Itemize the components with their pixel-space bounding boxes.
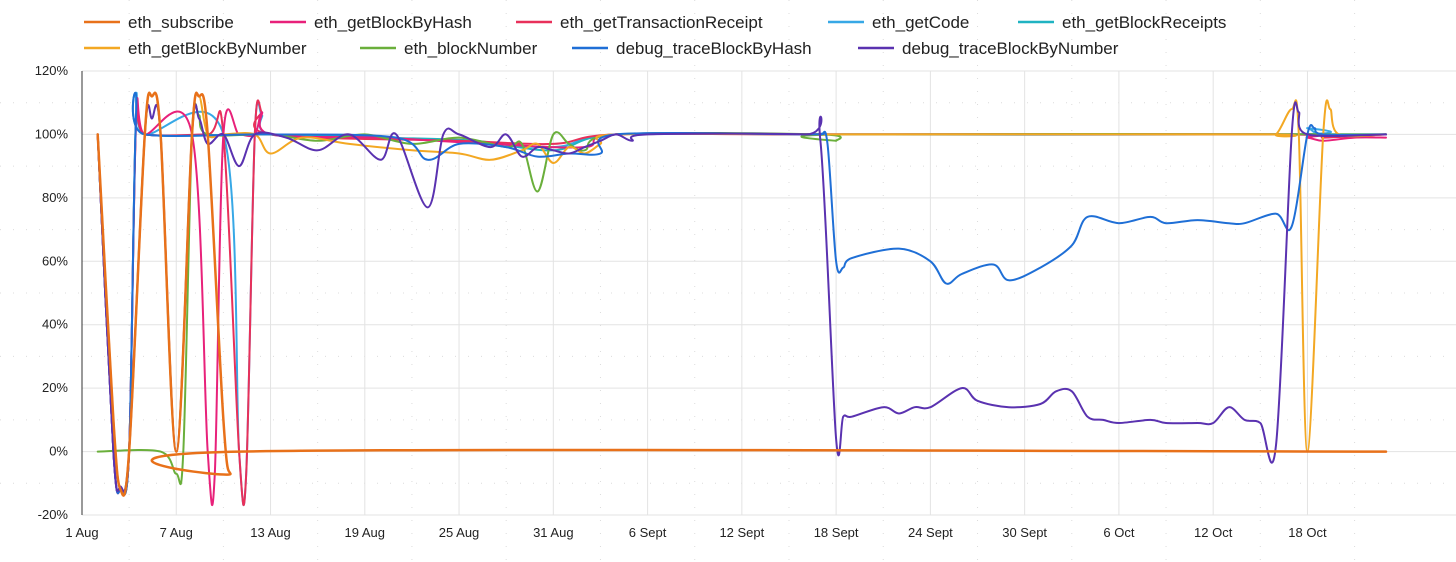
legend-label: eth_blockNumber [404,39,538,58]
legend-item-eth-getblockbynumber[interactable]: eth_getBlockByNumber [84,39,307,58]
y-tick-label: 40% [42,317,68,332]
x-tick-label: 12 Sept [719,525,764,540]
y-tick-label: 20% [42,380,68,395]
y-tick-label: 120% [35,63,69,78]
legend-item-eth-blocknumber[interactable]: eth_blockNumber [360,39,538,58]
legend-item-eth-gettransactionreceipt[interactable]: eth_getTransactionReceipt [516,13,763,32]
legend-label: eth_getBlockByNumber [128,39,307,58]
x-tick-label: 31 Aug [533,525,574,540]
x-tick-label: 6 Oct [1103,525,1134,540]
y-tick-label: -20% [38,507,69,522]
legend-item-debug-traceblockbyhash[interactable]: debug_traceBlockByHash [572,39,812,58]
legend-label: eth_getBlockByHash [314,13,472,32]
x-tick-label: 13 Aug [250,525,291,540]
legend-item-eth-getcode[interactable]: eth_getCode [828,13,969,32]
y-tick-label: 0% [49,444,68,459]
series-line-debug-traceblockbyhash [96,92,1387,496]
x-tick-label: 18 Sept [814,525,859,540]
legend-label: eth_subscribe [128,13,234,32]
legend-item-eth-getblockreceipts[interactable]: eth_getBlockReceipts [1018,13,1226,32]
legend: eth_subscribe eth_getBlockByHash eth_getTr… [84,13,1226,58]
legend-label: eth_getBlockReceipts [1062,13,1226,32]
x-tick-label: 24 Sept [908,525,953,540]
x-tick-label: 7 Aug [160,525,193,540]
x-tick-label: 19 Aug [345,525,386,540]
legend-item-eth-subscribe[interactable]: eth_subscribe [84,13,234,32]
legend-item-eth-getblockbyhash[interactable]: eth_getBlockByHash [270,13,472,32]
x-tick-label: 12 Oct [1194,525,1233,540]
legend-label: debug_traceBlockByNumber [902,39,1119,58]
legend-item-debug-traceblockbynumber[interactable]: debug_traceBlockByNumber [858,39,1119,58]
y-tick-label: 80% [42,190,68,205]
y-tick-label: 100% [35,126,69,141]
legend-label: eth_getCode [872,13,969,32]
x-tick-label: 1 Aug [65,525,98,540]
x-tick-label: 25 Aug [439,525,480,540]
x-tick-label: 30 Sept [1002,525,1047,540]
x-tick-label: 18 Oct [1288,525,1327,540]
series-lines [96,91,1388,507]
series-line-eth-subscribe [96,91,1388,497]
legend-label: eth_getTransactionReceipt [560,13,763,32]
y-tick-label: 60% [42,253,68,268]
x-tick-label: 6 Sept [629,525,667,540]
legend-label: debug_traceBlockByHash [616,39,812,58]
axes: -20% 0% 20% 40% 60% 80% 100% 120% 1 Aug 7 Aug 13 A… [35,63,1327,540]
